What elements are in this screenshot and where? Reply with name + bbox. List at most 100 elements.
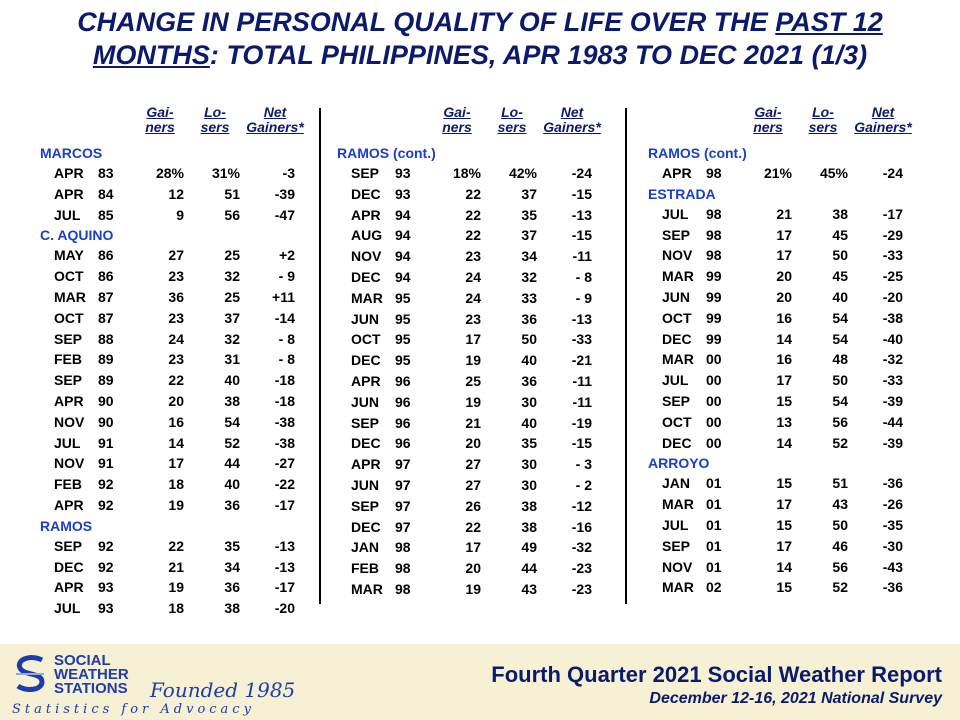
cell-losers: 34 (224, 558, 240, 575)
cell-month: MAR (662, 579, 694, 596)
cell-month: MAR (351, 580, 383, 597)
table-row: SEP 00 15 54 -39 (648, 391, 933, 412)
cell-losers: 40 (521, 414, 537, 431)
cell-year: 99 (706, 288, 722, 305)
cell-net: -32 (882, 351, 903, 368)
cell-year: 00 (706, 434, 722, 451)
cell-month: SEP (54, 537, 83, 554)
report-title: Fourth Quarter 2021 Social Weather Repor… (491, 662, 942, 687)
cell-month: MAY (54, 247, 84, 264)
cell-losers: 49 (521, 539, 537, 556)
cell-net: -17 (274, 496, 295, 513)
cell-net: -36 (882, 475, 903, 492)
cell-month: NOV (351, 248, 382, 265)
table-column-3: Gai-ners Lo-sers Net Gainers* RAMOS (cont.) A… (648, 105, 933, 598)
cell-month: OCT (54, 268, 84, 285)
cell-net: -44 (882, 413, 903, 430)
cell-month: JAN (662, 475, 691, 492)
cell-month: OCT (54, 309, 84, 326)
column-divider (319, 108, 321, 604)
cell-net: - 9 (278, 268, 295, 285)
cell-month: JUL (54, 206, 81, 223)
cell-gainers: 20 (776, 268, 792, 285)
cell-year: 92 (98, 558, 114, 575)
cell-net: -39 (274, 185, 295, 202)
cell-net: -38 (274, 413, 295, 430)
cell-year: 94 (395, 268, 411, 285)
cell-gainers: 17 (465, 331, 481, 348)
cell-gainers: 18 (168, 476, 184, 493)
cell-losers: 32 (224, 268, 240, 285)
table-row: JUN 99 20 40 -20 (648, 287, 933, 308)
cell-month: SEP (54, 330, 83, 347)
table-row: DEC 94 24 32 - 8 (337, 267, 622, 288)
table-row: JUL 98 21 38 -17 (648, 204, 933, 225)
cell-losers: 56 (832, 558, 848, 575)
cell-year: 01 (706, 496, 722, 513)
cell-losers: 40 (521, 352, 537, 369)
cell-losers: 35 (224, 537, 240, 554)
cell-year: 97 (395, 497, 411, 514)
cell-losers: 30 (521, 476, 537, 493)
cell-month: SEP (662, 537, 691, 554)
table-row: MAR 99 20 45 -25 (648, 266, 933, 287)
cell-gainers: 25 (465, 372, 481, 389)
cell-gainers: 17 (776, 247, 792, 264)
table-row: APR 93 19 36 -17 (40, 577, 315, 598)
cell-month: JUN (662, 288, 691, 305)
group-label: ARROYO (648, 455, 710, 472)
footer: SOCIAL WEATHER STATIONS Founded 1985 Sta… (0, 644, 960, 720)
cell-gainers: 24 (465, 268, 481, 285)
cell-year: 95 (395, 352, 411, 369)
table-row: JUL 01 15 50 -35 (648, 515, 933, 536)
cell-net: -21 (571, 352, 592, 369)
org-line: STATIONS (54, 680, 128, 697)
title-underlined: MONTHS (92, 40, 210, 70)
tagline: Statistics for Advocacy (12, 702, 255, 717)
cell-losers: 38 (521, 518, 537, 535)
cell-year: 89 (98, 372, 114, 389)
table-column-1: Gai-ners Lo-sers Net Gainers* MARCOS APR 83 28%… (40, 105, 315, 619)
cell-month: FEB (351, 560, 379, 577)
cell-losers: 38 (832, 205, 848, 222)
cell-gainers: 21 (168, 558, 184, 575)
cell-gainers: 17 (168, 455, 184, 472)
cell-month: APR (662, 165, 692, 181)
cell-month: MAR (662, 268, 694, 285)
cell-gainers: 13 (776, 413, 792, 430)
table-row: MAY 86 27 25 +2 (40, 245, 315, 266)
header-net-gainers: Net Gainers* (854, 104, 912, 135)
header-net-gainers: Net Gainers* (246, 104, 304, 135)
cell-losers: 36 (224, 496, 240, 513)
cell-net: -39 (882, 434, 903, 451)
column-divider (625, 108, 627, 604)
cell-month: OCT (351, 331, 381, 348)
table-row: APR 94 22 35 -13 (337, 205, 622, 226)
cell-year: 95 (395, 310, 411, 327)
cell-gainers: 15 (776, 579, 792, 596)
cell-gainers: 15 (776, 392, 792, 409)
cell-gainers: 18% (452, 165, 481, 181)
cell-losers: 45 (832, 226, 848, 243)
cell-net: -17 (882, 205, 903, 222)
cell-losers: 33 (521, 289, 537, 306)
table-row: OCT 86 23 32 - 9 (40, 266, 315, 287)
cell-net: -18 (274, 392, 295, 409)
group-label: C. AQUINO (40, 227, 114, 244)
cell-month: APR (54, 185, 84, 202)
cell-losers: 50 (521, 331, 537, 348)
cell-net: -18 (274, 372, 295, 389)
cell-losers: 43 (521, 580, 537, 597)
cell-year: 93 (98, 600, 114, 617)
cell-net: -11 (572, 372, 592, 389)
cell-year: 93 (98, 579, 114, 596)
cell-year: 96 (395, 435, 411, 452)
table-row: DEC 99 14 54 -40 (648, 329, 933, 350)
cell-net: -24 (571, 165, 592, 181)
table-row: APR 96 25 36 -11 (337, 371, 622, 392)
cell-losers: 40 (224, 476, 240, 493)
column-header: Gai-ners Lo-sers Net Gainers* (337, 105, 622, 143)
cell-month: SEP (662, 392, 691, 409)
cell-losers: 36 (521, 372, 537, 389)
cell-month: MAR (54, 288, 86, 305)
